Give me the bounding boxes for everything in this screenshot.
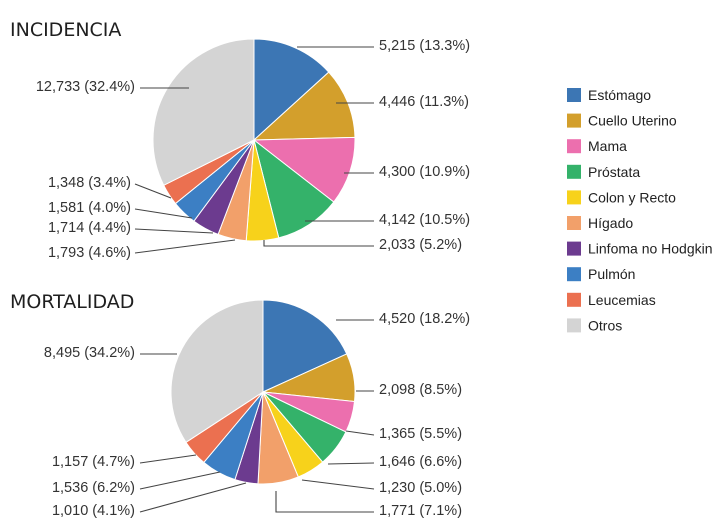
legend-swatch-prostata — [567, 164, 581, 179]
legend-swatch-leucemias — [567, 292, 581, 307]
pie1-leader-linfoma-no-hodgkin — [139, 482, 247, 513]
pie0-data-label-mama: 4,300 (10.9%) — [379, 164, 470, 180]
pie0-leader-higado — [134, 239, 236, 254]
pie0-data-label-estomago: 5,215 (13.3%) — [379, 38, 470, 54]
pie1-leader-colon-y-recto — [301, 479, 375, 490]
pie0-data-label-prostata: 4,142 (10.5%) — [379, 212, 470, 228]
pie0-data-label-cuello-uterino: 4,446 (11.3%) — [379, 94, 469, 110]
legend: Estómago Cuello Uterino Mama Próstata Colon … — [567, 87, 713, 333]
legend-swatch-cuello-uterino — [567, 113, 581, 128]
legend-swatch-linfoma-no-hodgkin — [567, 241, 581, 256]
chart-title-incidencia: INCIDENCIA — [10, 19, 121, 41]
legend-swatch-higado — [567, 216, 581, 230]
pie1-data-label-prostata: 1,646 (6.6%) — [379, 454, 462, 470]
legend-label-prostata: Próstata — [588, 164, 640, 180]
pie1-data-label-otros: 8,495 (34.2%) — [44, 345, 135, 361]
legend-label-higado: Hígado — [588, 215, 633, 231]
pie1-leader-leucemias — [139, 454, 197, 464]
legend-label-pulmon: Pulmón — [588, 266, 635, 282]
pie-mortalidad: 4,520 (18.2%) 2,098 (8.5%) 1,365 (5.5%) 1,6… — [44, 299, 470, 519]
pie0-data-label-colon-y-recto: 2,033 (5.2%) — [379, 237, 462, 253]
pie0-slice-estomago — [253, 38, 330, 142]
legend-label-mama: Mama — [588, 138, 627, 154]
pie1-slice-estomago — [262, 299, 348, 393]
pie1-slice-otros — [170, 299, 264, 444]
legend-label-otros: Otros — [588, 317, 622, 333]
pie1-data-label-leucemias: 1,157 (4.7%) — [52, 454, 135, 470]
pie1-data-label-cuello-uterino: 2,098 (8.5%) — [379, 382, 462, 398]
pie0-data-label-higado: 1,793 (4.6%) — [48, 245, 131, 261]
pie0-slice-otros — [152, 38, 255, 186]
pie0-data-label-leucemias: 1,348 (3.4%) — [48, 175, 131, 191]
pie0-leader-linfoma-no-hodgkin — [134, 228, 214, 234]
pie1-leader-mama — [345, 430, 375, 436]
legend-swatch-pulmon — [567, 267, 581, 282]
legend-label-leucemias: Leucemias — [588, 292, 656, 308]
pie1-data-label-mama: 1,365 (5.5%) — [379, 426, 462, 442]
pie1-data-label-colon-y-recto: 1,230 (5.0%) — [379, 480, 462, 496]
pie0-leader-colon-y-recto — [263, 240, 374, 247]
legend-swatch-mama — [567, 139, 581, 154]
legend-label-estomago: Estómago — [588, 87, 651, 103]
pie-incidencia: 5,215 (13.3%) 4,446 (11.3%) 4,300 (10.9%) 4… — [36, 38, 470, 261]
pie0-leader-leucemias — [134, 183, 172, 199]
pie1-leader-pulmon — [139, 471, 221, 490]
legend-label-linfoma-no-hodgkin: Linfoma no Hodgkin — [588, 241, 713, 257]
pie1-data-label-higado: 1,771 (7.1%) — [379, 503, 462, 519]
pie1-leader-higado — [275, 491, 374, 513]
pie0-leader-pulmon — [134, 208, 193, 219]
pie1-data-label-linfoma-no-hodgkin: 1,010 (4.1%) — [52, 503, 135, 519]
pie0-data-label-otros: 12,733 (32.4%) — [36, 79, 135, 95]
pie1-data-label-estomago: 4,520 (18.2%) — [379, 311, 470, 327]
pie1-data-label-pulmon: 1,536 (6.2%) — [52, 480, 135, 496]
legend-label-cuello-uterino: Cuello Uterino — [588, 113, 677, 129]
chart-title-mortalidad: MORTALIDAD — [10, 291, 134, 313]
pie1-leader-prostata — [327, 462, 375, 465]
pie0-slice-mama — [252, 136, 356, 203]
pie0-slice-cuello-uterino — [252, 71, 356, 141]
legend-swatch-colon-y-recto — [567, 190, 581, 205]
pie0-data-label-linfoma-no-hodgkin: 1,714 (4.4%) — [48, 220, 131, 236]
legend-swatch-estomago — [567, 88, 581, 102]
legend-swatch-otros — [567, 318, 581, 333]
legend-label-colon-y-recto: Colon y Recto — [588, 189, 676, 205]
pie0-data-label-pulmon: 1,581 (4.0%) — [48, 200, 131, 216]
